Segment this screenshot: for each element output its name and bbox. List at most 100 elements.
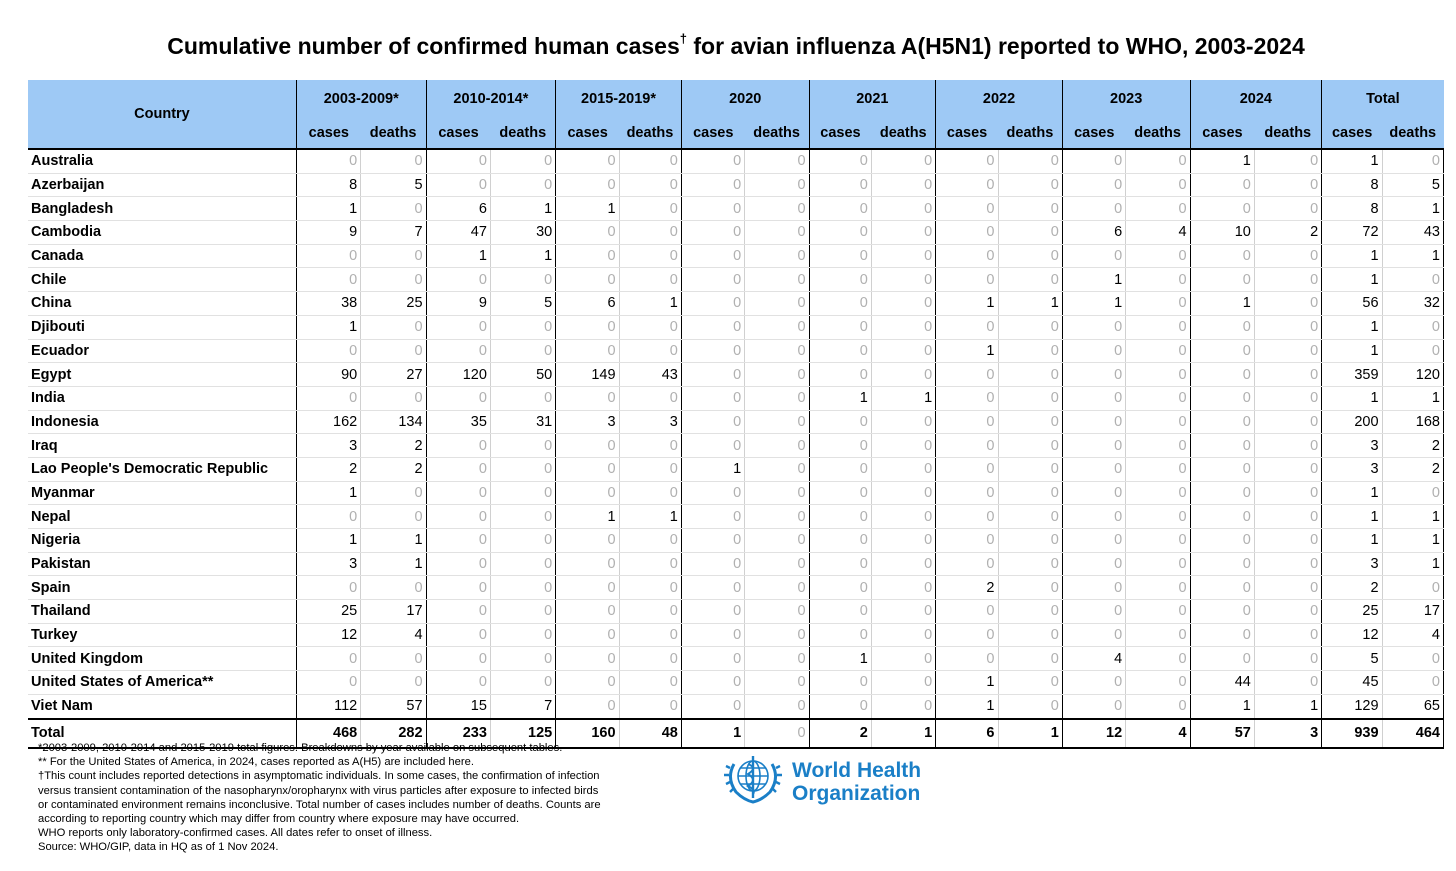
period-header: 2003-2009* — [295, 80, 427, 118]
total-deaths-cell: 464 — [1382, 717, 1445, 749]
deaths-cell: 5 — [490, 291, 557, 316]
cases-cell: 0 — [1062, 694, 1127, 720]
deaths-cell: 2 — [360, 433, 427, 458]
deaths-cell: 0 — [998, 528, 1063, 553]
cases-cell: 1 — [1321, 386, 1383, 411]
cases-cell: 47 — [426, 220, 491, 245]
total-cases-cell: 1 — [681, 717, 746, 749]
cases-cell: 0 — [681, 646, 746, 672]
deaths-cell: 0 — [998, 457, 1063, 482]
cases-cell: 0 — [681, 267, 746, 293]
deaths-cell: 0 — [619, 173, 682, 198]
cases-cell: 6 — [555, 291, 620, 316]
country-name: Australia — [28, 149, 297, 174]
deaths-cell: 0 — [1125, 244, 1191, 269]
deaths-cell: 0 — [871, 267, 937, 293]
cases-cell: 0 — [426, 504, 491, 529]
deaths-cell: 1 — [619, 504, 682, 529]
deaths-cell: 0 — [871, 362, 937, 387]
subheader-cases: cases — [1321, 118, 1383, 150]
deaths-cell: 0 — [1254, 457, 1323, 482]
deaths-cell: 0 — [1254, 433, 1323, 458]
cases-cell: 0 — [809, 552, 872, 577]
deaths-cell: 0 — [360, 646, 427, 672]
table-row: Nepal 0 0 0 0 1 1 0 0 0 0 0 0 0 0 0 0 1 1 — [28, 504, 1445, 529]
cases-cell: 3 — [555, 410, 620, 435]
deaths-cell: 0 — [619, 481, 682, 506]
deaths-cell: 2 — [1254, 220, 1323, 245]
deaths-cell: 0 — [360, 504, 427, 529]
cases-cell: 90 — [295, 362, 362, 387]
deaths-cell: 0 — [490, 481, 557, 506]
cases-cell: 0 — [935, 646, 999, 672]
cases-cell: 0 — [681, 362, 746, 387]
cases-cell: 3 — [1321, 552, 1383, 577]
total-deaths-cell: 4 — [1125, 717, 1191, 749]
cases-cell: 0 — [935, 173, 999, 198]
deaths-cell: 0 — [871, 575, 937, 601]
deaths-cell: 0 — [998, 173, 1063, 198]
deaths-cell: 4 — [1382, 623, 1445, 648]
cases-cell: 0 — [1190, 552, 1255, 577]
country-name: Spain — [28, 575, 297, 601]
cases-cell: 0 — [426, 646, 491, 672]
deaths-cell: 0 — [1254, 362, 1323, 387]
deaths-cell: 0 — [1125, 504, 1191, 529]
cases-cell: 0 — [809, 149, 872, 174]
cases-cell: 0 — [809, 291, 872, 316]
deaths-cell: 0 — [744, 694, 810, 720]
cases-cell: 0 — [681, 410, 746, 435]
table-row: Myanmar 1 0 0 0 0 0 0 0 0 0 0 0 0 0 0 0 1 0 — [28, 481, 1445, 506]
deaths-cell: 0 — [1254, 670, 1323, 695]
cases-cell: 1 — [1321, 267, 1383, 293]
cases-cell: 0 — [935, 244, 999, 269]
deaths-cell: 0 — [490, 386, 557, 411]
cases-cell: 0 — [1062, 339, 1127, 364]
deaths-cell: 0 — [998, 599, 1063, 624]
deaths-cell: 0 — [871, 220, 937, 245]
deaths-cell: 0 — [871, 291, 937, 316]
deaths-cell: 0 — [619, 315, 682, 340]
deaths-cell: 0 — [744, 457, 810, 482]
cases-cell: 0 — [681, 552, 746, 577]
deaths-cell: 0 — [744, 410, 810, 435]
country-name: Viet Nam — [28, 694, 297, 720]
country-name: Turkey — [28, 623, 297, 648]
country-name: Bangladesh — [28, 196, 297, 222]
country-name: Chile — [28, 267, 297, 293]
cases-cell: 0 — [1062, 315, 1127, 340]
cases-cell: 0 — [555, 173, 620, 198]
deaths-cell: 0 — [1254, 481, 1323, 506]
deaths-cell: 0 — [360, 149, 427, 174]
deaths-cell: 0 — [1125, 599, 1191, 624]
who-emblem-icon — [720, 750, 786, 813]
cases-cell: 25 — [295, 599, 362, 624]
deaths-cell: 0 — [871, 196, 937, 222]
cases-cell: 1 — [295, 528, 362, 553]
cases-cell: 0 — [935, 528, 999, 553]
deaths-cell: 0 — [490, 646, 557, 672]
subheader-deaths: deaths — [490, 118, 556, 150]
cases-cell: 10 — [1190, 220, 1255, 245]
deaths-cell: 0 — [490, 504, 557, 529]
deaths-cell: 0 — [1125, 457, 1191, 482]
deaths-cell: 0 — [490, 315, 557, 340]
table-row: Ecuador 0 0 0 0 0 0 0 0 0 0 1 0 0 0 0 0 1 0 — [28, 339, 1445, 364]
subheader-deaths: deaths — [360, 118, 427, 150]
cases-cell: 6 — [426, 196, 491, 222]
cases-cell: 0 — [681, 315, 746, 340]
cases-cell: 1 — [1321, 339, 1383, 364]
deaths-cell: 0 — [1254, 196, 1323, 222]
deaths-cell: 0 — [871, 670, 937, 695]
country-name: Pakistan — [28, 552, 297, 577]
cases-cell: 0 — [555, 267, 620, 293]
subheader-cases: cases — [295, 118, 361, 150]
cases-cell: 149 — [555, 362, 620, 387]
deaths-cell: 0 — [871, 599, 937, 624]
cases-cell: 0 — [555, 315, 620, 340]
country-name: Djibouti — [28, 315, 297, 340]
cases-cell: 35 — [426, 410, 491, 435]
cases-cell: 0 — [1190, 315, 1255, 340]
deaths-cell: 0 — [744, 504, 810, 529]
cases-cell: 0 — [681, 386, 746, 411]
